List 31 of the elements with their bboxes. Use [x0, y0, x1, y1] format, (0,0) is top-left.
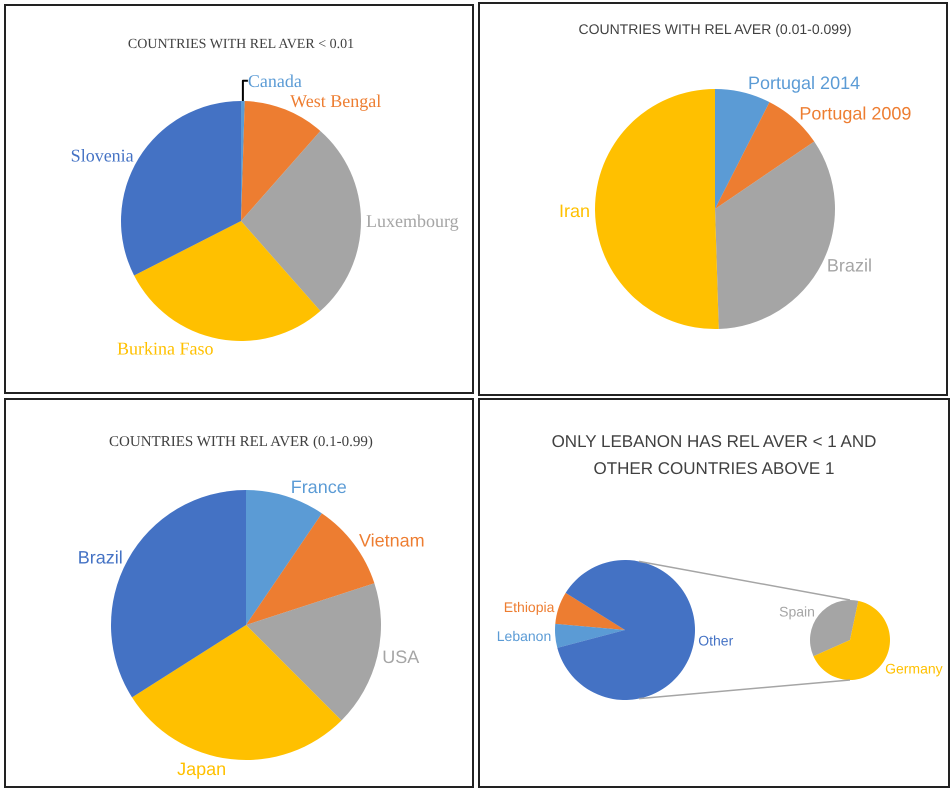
chart-title: COUNTRIES WITH REL AVER (0.01-0.099)	[577, 20, 853, 39]
slice-label: Japan	[177, 759, 226, 780]
pie-slice	[134, 221, 320, 341]
pie-slice	[246, 583, 381, 720]
chart-title: ONLY LEBANON HAS REL AVER < 1 AND OTHER COUNTRIES ABOVE 1	[550, 431, 878, 480]
slice-label: Canada	[248, 70, 302, 91]
slice-label: France	[290, 476, 347, 497]
slice-label: Brazil	[78, 548, 123, 568]
pie-slice	[595, 89, 719, 329]
slice-label: Ethiopia	[504, 598, 555, 615]
slice-label: Iran	[558, 200, 590, 221]
pie-slice	[557, 560, 695, 700]
pie-slice	[555, 592, 625, 630]
slice-label: Spain	[779, 604, 815, 620]
slice-label: Lebanon	[496, 628, 552, 644]
slice-label: Brazil	[826, 256, 872, 276]
slice-label: Vietnam	[358, 530, 425, 550]
slice-label: Other	[698, 632, 734, 649]
chart-title: COUNTRIES WITH REL AVER (0.1-0.99)	[108, 433, 374, 452]
pie-slice	[132, 625, 342, 760]
slice-label: Luxembourg	[366, 211, 459, 231]
slice-label: Slovenia	[70, 146, 134, 166]
pie-slice	[241, 130, 361, 312]
slice-label: Portugal 2014	[748, 72, 860, 93]
slice-label: West Bengal	[290, 90, 382, 111]
slice-label: Burkina Faso	[117, 338, 214, 359]
slice-label: USA	[382, 647, 420, 668]
slice-label: Germany	[885, 660, 943, 676]
pie-slice	[555, 624, 625, 648]
slice-label: Portugal 2009	[799, 103, 912, 124]
chart-title: COUNTRIES WITH REL AVER < 0.01	[126, 36, 356, 54]
